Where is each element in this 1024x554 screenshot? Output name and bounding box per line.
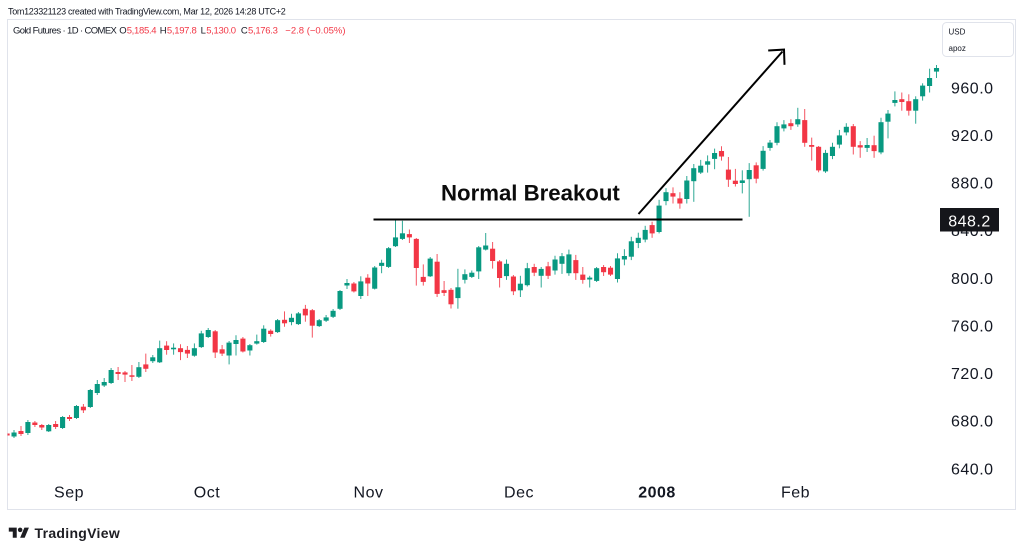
svg-text:TradingView: TradingView (35, 525, 121, 541)
svg-text:920.0: 920.0 (951, 128, 994, 145)
svg-text:Tom123321123 created with Trad: Tom123321123 created with TradingView.co… (8, 7, 286, 17)
svg-text:960.0: 960.0 (951, 80, 994, 97)
svg-text:680.0: 680.0 (951, 414, 994, 431)
svg-text:640.0: 640.0 (951, 461, 994, 478)
svg-text:Oct: Oct (194, 485, 220, 502)
svg-text:800.0: 800.0 (951, 271, 994, 288)
svg-text:720.0: 720.0 (951, 366, 994, 383)
svg-text:Dec: Dec (504, 485, 534, 502)
svg-text:USD: USD (949, 28, 966, 37)
svg-text:Nov: Nov (354, 485, 384, 502)
svg-text:Sep: Sep (54, 485, 84, 502)
svg-text:848.2: 848.2 (948, 213, 991, 230)
svg-text:Feb: Feb (781, 485, 810, 502)
svg-text:880.0: 880.0 (951, 176, 994, 193)
svg-text:apoz: apoz (949, 44, 966, 53)
svg-text:Normal Breakout: Normal Breakout (441, 181, 620, 206)
svg-text:760.0: 760.0 (951, 318, 994, 335)
svg-text:2008: 2008 (638, 485, 676, 502)
